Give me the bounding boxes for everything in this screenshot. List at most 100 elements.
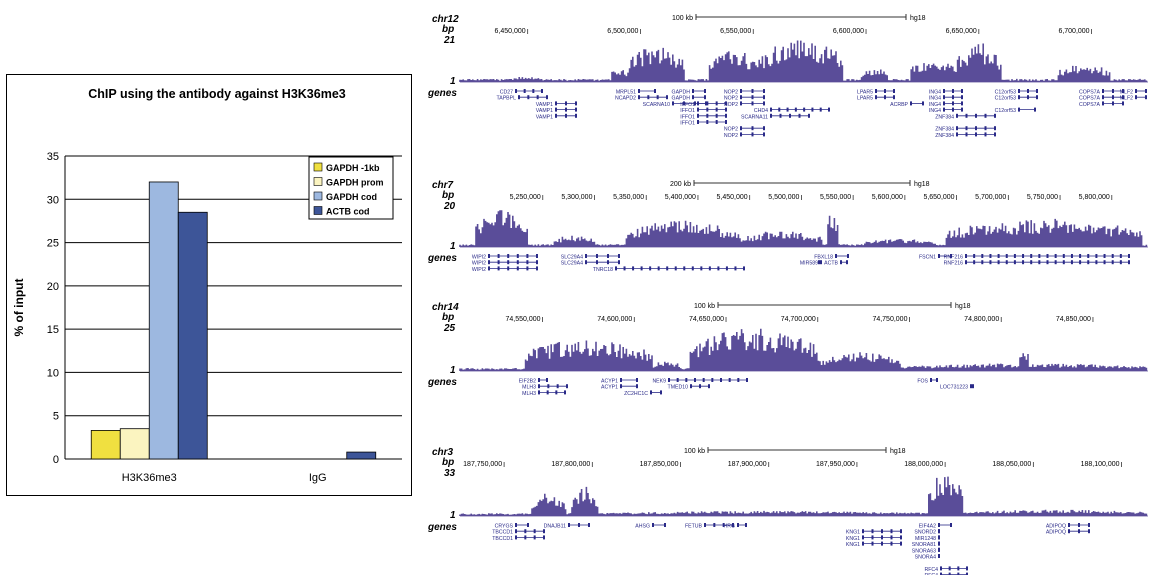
gene-exon xyxy=(819,107,822,112)
gene-exon xyxy=(943,107,945,112)
gene-label: SNORA81 xyxy=(912,542,936,548)
gene-exon xyxy=(1095,254,1098,258)
gene-exon xyxy=(763,89,765,93)
assembly-label: hg18 xyxy=(890,448,906,455)
position-tick-label: 5,250,000 xyxy=(510,194,541,201)
gene-exon xyxy=(751,132,754,137)
gene-exon xyxy=(961,95,963,100)
gene-exon xyxy=(1005,254,1008,258)
bar-gapdh-1kb xyxy=(90,430,121,460)
gene-exon xyxy=(725,107,727,112)
gene-exon xyxy=(984,126,987,131)
gene-label: C12orf53 xyxy=(995,90,1016,96)
y-tick-label: 0 xyxy=(53,454,59,466)
gene-exon xyxy=(541,89,543,93)
gene-exon xyxy=(515,523,517,527)
gene-exon xyxy=(1030,260,1033,265)
gene-exon xyxy=(728,378,731,382)
position-tick-label: 5,650,000 xyxy=(923,194,954,201)
gene-label: LOC731223 xyxy=(940,385,968,391)
position-tick-label: 6,600,000 xyxy=(833,28,864,35)
gene-exon xyxy=(575,113,577,118)
gene-exon xyxy=(893,89,895,93)
gene-exon xyxy=(507,260,510,265)
gene-exon xyxy=(518,95,520,100)
gene-exon xyxy=(657,266,660,271)
gene-exon xyxy=(620,384,622,389)
bar-gapdh-cod xyxy=(148,181,179,460)
gene-exon xyxy=(970,384,972,389)
position-tick-label: 5,700,000 xyxy=(975,194,1006,201)
gene-exon xyxy=(871,535,874,540)
gene-exon xyxy=(533,535,536,540)
gene-exon xyxy=(875,95,877,100)
gene-exon xyxy=(555,101,557,106)
gene-exon xyxy=(846,260,848,265)
position-tick-label: 6,700,000 xyxy=(1058,28,1089,35)
gene-label: TMED10 xyxy=(668,385,689,391)
gene-exon xyxy=(1102,95,1104,100)
coverage-signal xyxy=(459,210,1148,247)
gene-exon xyxy=(890,529,893,534)
gene-exon xyxy=(751,95,754,100)
gene-exon xyxy=(532,89,535,93)
gene-label: TNRC18 xyxy=(593,267,613,273)
position-tick-label: 6,500,000 xyxy=(607,28,638,35)
gene-exon xyxy=(691,266,694,271)
gene-label: TAPBPL xyxy=(496,96,516,102)
gene-exon xyxy=(997,254,1000,258)
gene-exon xyxy=(743,266,745,271)
gene-exon xyxy=(763,101,765,106)
gene-exon xyxy=(538,384,540,389)
gene-label: NOP2 xyxy=(724,127,738,133)
gene-exon xyxy=(984,132,987,137)
gene-label: ZNF384 xyxy=(935,114,954,120)
gene-exon xyxy=(575,101,577,106)
gene-label: MLH3 xyxy=(522,385,536,391)
gene-exon xyxy=(794,107,797,112)
gene-exon xyxy=(1112,101,1114,106)
position-tick-label: 5,600,000 xyxy=(872,194,903,201)
gene-exon xyxy=(1135,89,1137,93)
track-chr12: chr12 bp 21 1 genes 100 kb hg18 6,450,000 6,500,… xyxy=(410,12,1162,157)
position-tick-label: 187,950,000 xyxy=(816,461,855,468)
gene-label: MLF2 xyxy=(1120,96,1133,102)
x-tick-label: IgG xyxy=(309,472,327,484)
gene-exon xyxy=(1038,260,1041,265)
gene-exon xyxy=(566,384,568,389)
gene-exon xyxy=(893,95,895,100)
gene-label: IFFO1 xyxy=(680,114,695,120)
gene-exon xyxy=(722,523,725,527)
gene-label: COPS7A xyxy=(1079,96,1101,102)
bp-max-label: 25 xyxy=(443,323,456,334)
gene-exon xyxy=(965,126,968,131)
gene-exon xyxy=(948,572,951,575)
gene-exon xyxy=(952,95,954,100)
gene-exon xyxy=(811,107,814,112)
gene-exon xyxy=(871,541,874,546)
gene-exon xyxy=(740,132,742,137)
gene-exon xyxy=(620,378,622,382)
gene-exon xyxy=(623,266,626,271)
gene-label: TBCCD1 xyxy=(492,536,513,542)
track-chr14: chr14 bp 25 1 genes 100 kb hg18 74,550,000 74,60… xyxy=(410,300,1162,420)
gene-exon xyxy=(1095,260,1098,265)
gene-exon xyxy=(763,95,765,100)
genes-label: genes xyxy=(427,522,457,533)
gene-exon xyxy=(975,132,977,137)
gene-label: MRPL51 xyxy=(616,90,636,96)
gene-exon xyxy=(956,132,958,137)
gene-exon xyxy=(862,541,864,546)
gene-exon xyxy=(524,529,527,534)
gene-label: SCARNA11 xyxy=(741,114,768,120)
gene-exon xyxy=(984,113,987,118)
gene-exon xyxy=(1030,254,1033,258)
gene-exon xyxy=(1054,260,1057,265)
gene-label: ZC2HC1C xyxy=(624,391,648,397)
gene-exon xyxy=(692,95,694,100)
gene-exon xyxy=(555,107,557,112)
gene-label: LPAR5 xyxy=(857,96,873,102)
gene-exon xyxy=(1013,254,1016,258)
y-tick-label: 25 xyxy=(47,238,59,250)
